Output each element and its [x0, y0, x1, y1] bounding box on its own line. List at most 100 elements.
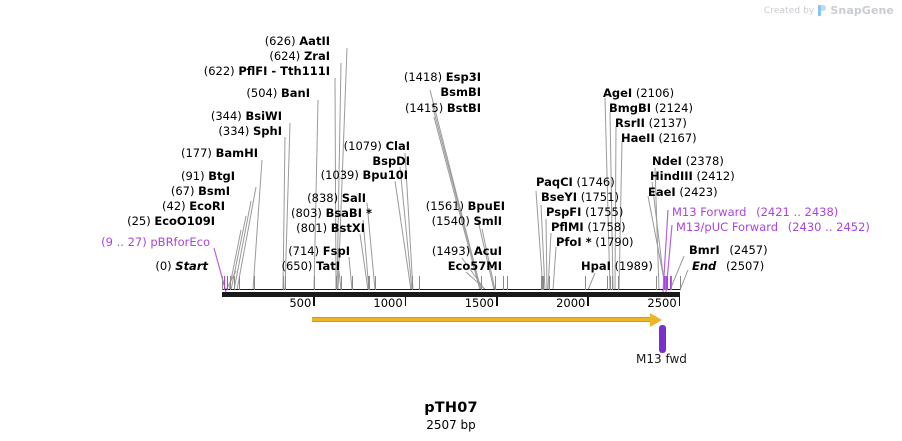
- primer-site-tick[interactable]: [664, 276, 666, 290]
- primer-site-tick[interactable]: [665, 276, 667, 290]
- site-enzyme-name: PspFI: [546, 205, 582, 219]
- site-label-fspi: (714) FspI: [240, 245, 350, 257]
- axis-tick-label: 1500: [464, 296, 494, 310]
- site-position: (1751): [580, 190, 619, 204]
- axis-tick: [587, 297, 589, 306]
- restriction-site-tick[interactable]: [542, 276, 544, 290]
- feature-start-name: Start: [175, 259, 208, 273]
- restriction-site-tick[interactable]: [222, 276, 223, 290]
- site-position: (91): [180, 169, 205, 183]
- site-label-haeii: HaeII (2167): [621, 132, 697, 144]
- m13-fwd-primer-label: M13 fwd: [636, 352, 687, 366]
- site-label-zrai: (624) ZraI: [60, 50, 330, 62]
- site-enzyme-name: PflFI - Tth111I: [238, 64, 330, 78]
- site-enzyme-name: HindIII: [650, 169, 693, 183]
- restriction-site-tick[interactable]: [480, 276, 482, 290]
- site-label-pfoi: PfoI * (1790): [556, 236, 634, 248]
- site-label-hpai: HpaI (1989): [581, 260, 653, 272]
- restriction-site-tick[interactable]: [419, 276, 421, 290]
- site-enzyme-name: EcoO109I: [154, 214, 215, 228]
- site-label-end: End (2507): [692, 260, 764, 272]
- restriction-site-tick[interactable]: [375, 276, 377, 290]
- m13-fwd-primer-mark[interactable]: [659, 325, 666, 353]
- restriction-site-tick[interactable]: [238, 276, 240, 290]
- site-label-rsrii: RsrII (2137): [615, 117, 687, 129]
- site-enzyme-name: BtgI: [208, 169, 235, 183]
- restriction-site-tick[interactable]: [549, 276, 550, 290]
- site-label-hindiii: HindIII (2412): [650, 170, 735, 182]
- restriction-site-tick[interactable]: [541, 276, 542, 290]
- site-position: (0): [155, 259, 172, 273]
- backbone-thin-line: [222, 289, 680, 290]
- site-enzyme-name: ZraI: [303, 49, 330, 63]
- site-enzyme-name: AgeI: [603, 86, 633, 100]
- restriction-site-tick[interactable]: [494, 276, 496, 290]
- restriction-site-tick[interactable]: [612, 276, 614, 290]
- primer-name: M13/pUC Forward: [676, 220, 779, 234]
- site-label-bpuei: (1561) BpuEI: [330, 200, 505, 212]
- site-enzyme-name: BmrI: [689, 243, 720, 257]
- restriction-site-tick[interactable]: [368, 276, 370, 290]
- backbone-bar[interactable]: [222, 292, 680, 297]
- restriction-site-tick[interactable]: [507, 276, 509, 290]
- arrow-body: [312, 317, 654, 322]
- restriction-site-tick[interactable]: [680, 276, 681, 290]
- orf-feature-arrow[interactable]: [312, 313, 662, 327]
- restriction-site-tick[interactable]: [543, 276, 545, 290]
- site-label-bsmi: (67) BsmI: [60, 185, 230, 197]
- restriction-site-tick[interactable]: [503, 276, 505, 290]
- restriction-site-tick[interactable]: [283, 276, 284, 290]
- site-position: (801): [296, 221, 328, 235]
- primer-label-m13-puc-forward: M13/pUC Forward (2430 .. 2452): [676, 221, 870, 233]
- restriction-site-tick[interactable]: [656, 276, 658, 290]
- restriction-site-tick[interactable]: [606, 276, 608, 290]
- restriction-site-tick[interactable]: [336, 276, 338, 290]
- restriction-site-tick[interactable]: [254, 276, 256, 290]
- site-enzyme-name: TatI: [316, 259, 340, 273]
- site-enzyme-name: BmgBI: [609, 101, 652, 115]
- restriction-site-tick[interactable]: [662, 276, 664, 290]
- arrow-head-icon: [650, 313, 662, 327]
- primer-site-tick[interactable]: [223, 276, 225, 290]
- site-position: (624): [269, 49, 301, 63]
- restriction-site-tick[interactable]: [585, 276, 587, 290]
- site-position: (1758): [587, 220, 626, 234]
- site-label-bani: (504) BanI: [60, 87, 310, 99]
- restriction-site-tick[interactable]: [541, 276, 543, 290]
- axis-tick: [496, 297, 498, 306]
- restriction-site-tick[interactable]: [229, 276, 231, 290]
- site-label-bspdi: BspDI: [250, 155, 410, 167]
- site-enzyme-name: BsaBI *: [325, 206, 372, 220]
- restriction-site-tick[interactable]: [284, 276, 286, 290]
- restriction-site-tick[interactable]: [610, 276, 611, 290]
- primer-range: (9 .. 27): [101, 235, 147, 249]
- plasmid-name: pTH07: [424, 400, 478, 416]
- restriction-site-tick[interactable]: [234, 276, 236, 290]
- site-position: (1415): [404, 101, 444, 115]
- site-enzyme-name: SmlI: [473, 214, 503, 228]
- site-position: (1418): [403, 70, 443, 84]
- restriction-site-tick[interactable]: [314, 276, 316, 290]
- site-enzyme-name: EaeI: [648, 185, 676, 199]
- restriction-site-tick[interactable]: [352, 276, 354, 290]
- site-position: (650): [281, 259, 313, 273]
- restriction-site-tick[interactable]: [481, 276, 483, 290]
- site-enzyme-name: AatII: [299, 34, 330, 48]
- restriction-site-tick[interactable]: [411, 276, 413, 290]
- site-enzyme-name: HpaI: [581, 259, 611, 273]
- primer-site-tick[interactable]: [226, 276, 228, 290]
- sequence-ruler[interactable]: 500 1000 1500 2000 2500: [222, 276, 681, 310]
- restriction-site-tick[interactable]: [617, 276, 619, 290]
- restriction-site-tick[interactable]: [670, 276, 672, 290]
- site-position: (2457): [729, 243, 768, 257]
- site-position: (2167): [658, 131, 697, 145]
- site-enzyme-name: Esp3I: [445, 70, 481, 84]
- primer-site-tick[interactable]: [667, 276, 669, 290]
- primer-site-tick[interactable]: [670, 276, 671, 290]
- site-enzyme-name: BanI: [281, 86, 310, 100]
- site-position: (1039): [320, 168, 359, 182]
- site-enzyme-name: ClaI: [385, 139, 410, 153]
- site-label-tati: (650) TatI: [240, 259, 341, 273]
- restriction-site-tick[interactable]: [340, 276, 342, 290]
- site-label-smli: (1540) SmlI: [330, 215, 502, 227]
